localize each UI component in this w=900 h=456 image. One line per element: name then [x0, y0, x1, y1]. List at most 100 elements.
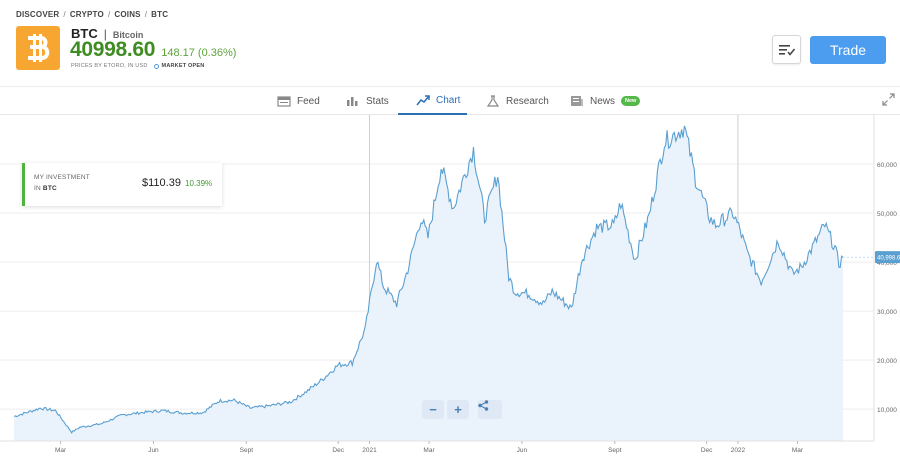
zoom-out-button[interactable]: −	[422, 400, 444, 419]
breadcrumb-coins[interactable]: COINS	[114, 10, 141, 19]
tab-feed[interactable]: Feed	[277, 87, 320, 115]
price-area	[14, 126, 843, 441]
data-point[interactable]	[452, 207, 454, 209]
data-point[interactable]	[307, 390, 309, 392]
price-line[interactable]	[13, 125, 844, 434]
data-point[interactable]	[648, 215, 650, 217]
research-icon	[486, 95, 500, 107]
data-point[interactable]	[746, 251, 748, 253]
data-point[interactable]	[218, 400, 220, 402]
data-point[interactable]	[420, 217, 422, 219]
data-point[interactable]	[365, 327, 367, 329]
data-point[interactable]	[684, 126, 686, 128]
breadcrumb-discover[interactable]: DISCOVER	[16, 10, 60, 19]
data-point[interactable]	[484, 217, 486, 219]
data-point[interactable]	[250, 407, 252, 409]
tab-chart[interactable]: Chart	[398, 87, 467, 115]
current-price-label: 40,998.60	[877, 256, 900, 262]
data-point[interactable]	[613, 225, 615, 227]
data-point[interactable]	[407, 269, 409, 271]
market-status: MARKET OPEN	[153, 63, 205, 69]
data-point[interactable]	[183, 412, 185, 414]
data-point[interactable]	[396, 303, 398, 305]
news-icon	[571, 96, 583, 106]
current-price: 40998.60	[70, 38, 156, 61]
data-point[interactable]	[634, 259, 636, 261]
x-tick-label: Dec	[332, 447, 344, 454]
data-point[interactable]	[792, 274, 794, 276]
data-point[interactable]	[141, 412, 143, 414]
data-point[interactable]	[542, 303, 544, 305]
data-point[interactable]	[71, 431, 73, 433]
zoom-in-button[interactable]: +	[447, 400, 469, 419]
data-point[interactable]	[55, 410, 57, 412]
data-point[interactable]	[100, 423, 102, 425]
data-point[interactable]	[427, 237, 429, 239]
data-point[interactable]	[739, 229, 741, 231]
data-point[interactable]	[571, 308, 573, 310]
data-point[interactable]	[760, 281, 762, 283]
data-point[interactable]	[709, 217, 711, 219]
data-point[interactable]	[290, 401, 292, 403]
trade-button[interactable]: Trade	[810, 36, 886, 64]
data-point[interactable]	[79, 426, 81, 428]
watchlist-button[interactable]	[772, 35, 801, 64]
expand-icon[interactable]	[882, 93, 895, 106]
data-point[interactable]	[695, 178, 697, 180]
tab-news[interactable]: News New	[570, 87, 641, 115]
data-point[interactable]	[528, 293, 530, 295]
data-point[interactable]	[233, 400, 235, 402]
data-point[interactable]	[121, 414, 123, 416]
data-point[interactable]	[473, 149, 475, 151]
data-point[interactable]	[508, 276, 510, 278]
data-point[interactable]	[582, 256, 584, 258]
data-point[interactable]	[834, 247, 836, 249]
data-point[interactable]	[778, 239, 780, 241]
data-point[interactable]	[824, 225, 826, 227]
x-tick-label: Sept	[608, 447, 622, 454]
data-point[interactable]	[514, 291, 516, 293]
investment-symbol: BTC	[42, 185, 57, 192]
tab-stats[interactable]: Stats	[346, 87, 389, 115]
new-badge: New	[621, 96, 641, 106]
investment-label: MY INVESTMENT	[34, 174, 90, 181]
price-chart[interactable]: 10,000 20,000 30,000 40,000 50,000 60,000 Mar J…	[0, 115, 900, 456]
data-point[interactable]	[440, 166, 442, 168]
x-tick-label: Jun	[148, 447, 159, 454]
data-point[interactable]	[13, 416, 15, 418]
breadcrumb-separator: /	[144, 10, 148, 19]
data-point[interactable]	[838, 264, 840, 266]
data-point[interactable]	[202, 412, 204, 414]
data-point[interactable]	[162, 410, 164, 412]
clock-icon	[153, 63, 159, 69]
price-source: PRICES BY ETORO, IN USD	[71, 63, 148, 69]
investment-sublabel: IN BTC	[34, 185, 57, 192]
data-point[interactable]	[551, 291, 553, 293]
data-point[interactable]	[337, 364, 339, 366]
tab-label: Stats	[366, 95, 389, 107]
data-point[interactable]	[383, 286, 385, 288]
x-tick-label: Sept	[240, 447, 254, 454]
data-point[interactable]	[497, 173, 499, 175]
data-point[interactable]	[620, 202, 622, 204]
data-point[interactable]	[40, 407, 42, 409]
tab-research[interactable]: Research	[486, 87, 549, 115]
investment-value: $110.39	[142, 177, 181, 189]
data-point[interactable]	[321, 379, 323, 381]
data-point[interactable]	[270, 405, 272, 407]
y-tick-label: 10,000	[877, 407, 897, 414]
data-point[interactable]	[376, 259, 378, 261]
share-button[interactable]	[478, 400, 502, 419]
tab-label: News	[590, 95, 616, 107]
data-point[interactable]	[596, 227, 598, 229]
data-point[interactable]	[715, 225, 717, 227]
breadcrumb-crypto[interactable]: CRYPTO	[69, 10, 104, 19]
current-price-badge	[875, 251, 900, 264]
breadcrumb-btc: BTC	[151, 10, 169, 19]
data-point[interactable]	[732, 212, 734, 214]
data-point[interactable]	[663, 141, 665, 143]
market-status-text: MARKET OPEN	[161, 63, 205, 69]
data-point[interactable]	[801, 266, 803, 268]
data-point[interactable]	[352, 362, 354, 364]
